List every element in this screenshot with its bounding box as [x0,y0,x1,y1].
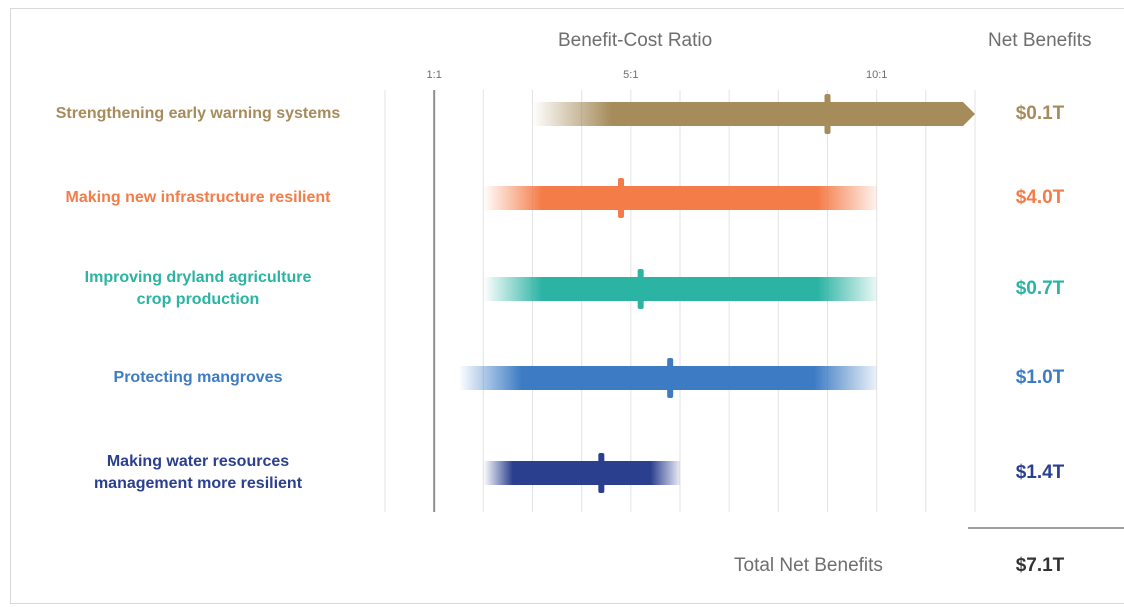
range-bar [483,461,680,485]
median-marker [638,269,644,309]
net-benefit-value: $4.0T [1000,187,1080,209]
median-marker [825,94,831,134]
row-label: Making new infrastructure resilient [8,187,388,209]
total-separator [968,527,1124,529]
range-bar [533,102,976,126]
row-label: Protecting mangroves [8,367,388,389]
row-label: Strengthening early warning systems [8,103,388,125]
net-benefit-value: $1.0T [1000,367,1080,389]
row-label: Making water resources management more r… [8,451,388,495]
net-benefit-value: $0.1T [1000,103,1080,125]
net-benefit-value: $1.4T [1000,462,1080,484]
x-tick-label: 5:1 [623,69,638,81]
total-net-benefits-label: Total Net Benefits [734,555,883,577]
range-bar [483,186,876,210]
range-bar [483,277,876,301]
median-marker [667,358,673,398]
net-benefit-value: $0.7T [1000,278,1080,300]
total-net-benefits-value: $7.1T [1000,555,1080,577]
median-marker [598,453,604,493]
x-tick-label: 10:1 [866,69,887,81]
x-tick-label: 1:1 [427,69,442,81]
row-label: Improving dryland agriculture crop produ… [8,267,388,311]
median-marker [618,178,624,218]
